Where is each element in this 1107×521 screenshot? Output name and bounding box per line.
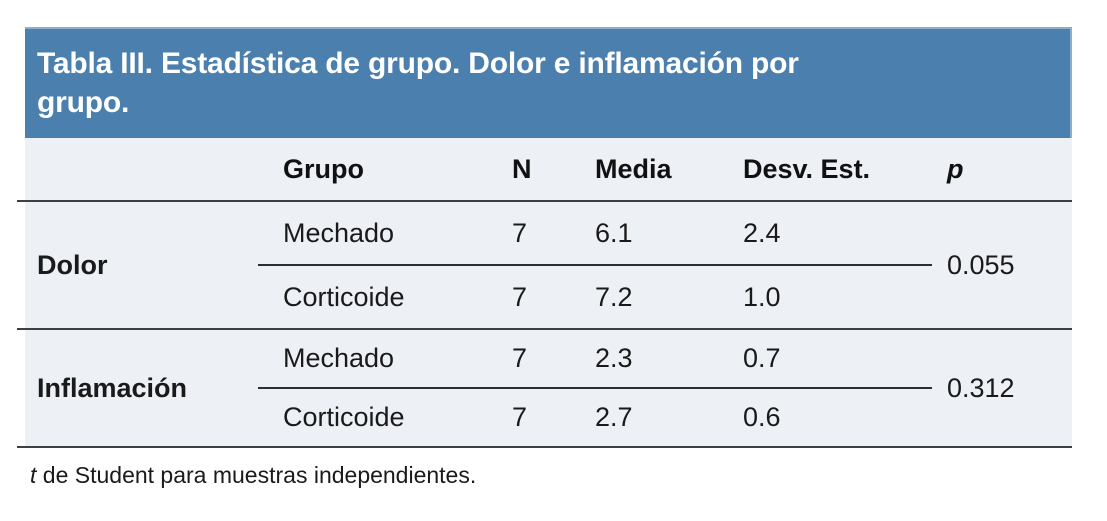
row-label-inflamacion: Inflamación bbox=[37, 372, 188, 403]
table-title-band: Tabla III. Estadística de grupo. Dolor e… bbox=[25, 27, 1072, 138]
header-media: Media bbox=[595, 153, 672, 184]
cell-n: 7 bbox=[512, 281, 528, 312]
cell-n: 7 bbox=[512, 402, 528, 432]
footnote-text: de Student para muestras independientes. bbox=[36, 462, 477, 488]
cell-grupo: Mechado bbox=[283, 343, 395, 373]
table-footnote: t de Student para muestras independiente… bbox=[30, 462, 476, 489]
header-p: p bbox=[947, 153, 964, 184]
row-separator bbox=[258, 264, 932, 266]
table-title-line2: grupo. bbox=[37, 86, 130, 119]
footnote-italic-t: t bbox=[30, 462, 37, 488]
rule-table-bottom bbox=[17, 446, 1072, 448]
group-dolor: Dolor Mechado 7 6.1 2.4 Corticoide 7 7.2… bbox=[25, 202, 1072, 328]
statistics-table: Grupo N Media Desv. Est. p Dolor Mechado… bbox=[17, 138, 1072, 448]
table-title-line1: Tabla III. Estadística de grupo. Dolor e… bbox=[37, 47, 799, 80]
cell-grupo: Corticoide bbox=[283, 402, 405, 432]
cell-n: 7 bbox=[512, 343, 528, 373]
header-n: N bbox=[512, 153, 532, 184]
p-value-dolor: 0.055 bbox=[947, 249, 1015, 280]
cell-media: 7.2 bbox=[595, 281, 633, 312]
header-empty bbox=[25, 138, 278, 200]
rule-under-header bbox=[17, 200, 1072, 202]
cell-media: 6.1 bbox=[595, 217, 633, 248]
cell-desv: 0.6 bbox=[743, 402, 781, 432]
cell-desv: 2.4 bbox=[743, 217, 781, 248]
row-separator bbox=[258, 387, 932, 389]
rule-group-separator bbox=[17, 328, 1072, 330]
cell-media: 2.3 bbox=[595, 343, 633, 373]
cell-media: 2.7 bbox=[595, 402, 633, 432]
row-label-dolor: Dolor bbox=[37, 249, 108, 280]
cell-grupo: Corticoide bbox=[283, 281, 405, 312]
cell-n: 7 bbox=[512, 217, 528, 248]
header-grupo: Grupo bbox=[283, 153, 364, 184]
group-inflamacion: Inflamación Mechado 7 2.3 0.7 Corticoide… bbox=[25, 330, 1072, 446]
table-header-row: Grupo N Media Desv. Est. p bbox=[25, 138, 1072, 200]
cell-desv: 1.0 bbox=[743, 281, 781, 312]
p-value-inflamacion: 0.312 bbox=[947, 372, 1015, 403]
header-desv-est: Desv. Est. bbox=[743, 153, 871, 184]
cell-desv: 0.7 bbox=[743, 343, 781, 373]
cell-grupo: Mechado bbox=[283, 217, 395, 248]
